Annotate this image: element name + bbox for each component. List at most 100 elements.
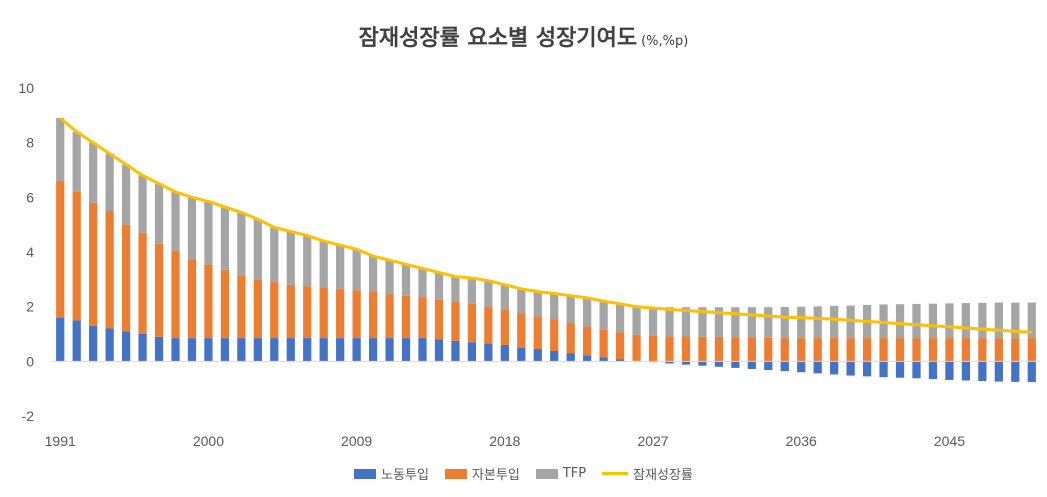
bar-자본투입-2023 bbox=[583, 326, 592, 356]
bar-노동투입-1997 bbox=[154, 336, 164, 362]
bar-자본투입-2026 bbox=[632, 334, 641, 361]
bar-TFP-2043 bbox=[912, 303, 921, 339]
bar-TFP-2031 bbox=[714, 307, 724, 338]
bar-자본투입-2017 bbox=[484, 306, 493, 344]
bar-노동투입-2020 bbox=[533, 349, 542, 362]
bar-노동투입-1992 bbox=[72, 320, 81, 362]
y-tick-label: -2 bbox=[22, 408, 35, 424]
bar-TFP-1999 bbox=[187, 197, 197, 259]
bar-TFP-2010 bbox=[368, 256, 378, 292]
bar-노동투입-2044 bbox=[928, 361, 938, 380]
bar-TFP-1998 bbox=[171, 191, 180, 251]
bar-노동투입-2003 bbox=[253, 338, 262, 362]
bar-자본투입-1999 bbox=[187, 258, 197, 339]
bar-자본투입-2035 bbox=[780, 338, 789, 362]
bar-자본투입-2011 bbox=[385, 294, 394, 339]
bar-자본투입-2009 bbox=[352, 290, 361, 339]
bar-노동투입-2022 bbox=[566, 353, 575, 362]
bar-노동투입-2048 bbox=[994, 361, 1003, 382]
legend-label: TFP bbox=[562, 466, 587, 481]
bar-TFP-2001 bbox=[220, 206, 230, 270]
legend-swatch bbox=[535, 468, 558, 479]
legend-item: 노동투입 bbox=[354, 464, 429, 483]
bar-자본투입-1998 bbox=[171, 250, 180, 339]
bar-노동투입-2050 bbox=[1027, 361, 1036, 383]
bar-노동투입-2032 bbox=[731, 361, 740, 368]
bar-노동투입-2015 bbox=[451, 340, 460, 362]
y-tick-label: 8 bbox=[26, 135, 34, 151]
bar-노동투입-2005 bbox=[286, 338, 295, 362]
bar-노동투입-1991 bbox=[56, 317, 65, 362]
x-tick-label: 2009 bbox=[341, 433, 372, 449]
bar-자본투입-2039 bbox=[846, 338, 855, 362]
bar-TFP-1995 bbox=[121, 164, 131, 225]
bar-TFP-2020 bbox=[533, 291, 542, 317]
bar-자본투입-2047 bbox=[978, 338, 987, 362]
bar-TFP-2050 bbox=[1027, 302, 1036, 339]
bar-노동투입-2029 bbox=[681, 361, 691, 365]
bar-노동투입-1999 bbox=[187, 338, 197, 362]
bar-TFP-2005 bbox=[286, 231, 295, 285]
bar-TFP-2003 bbox=[253, 219, 262, 280]
x-tick-label: 1991 bbox=[45, 433, 76, 449]
x-tick-label: 2018 bbox=[489, 433, 520, 449]
bar-노동투입-2024 bbox=[599, 357, 608, 362]
bar-자본투입-1993 bbox=[89, 202, 98, 326]
bar-TFP-1997 bbox=[154, 183, 164, 244]
bar-노동투입-2012 bbox=[401, 338, 411, 362]
bar-자본투입-2040 bbox=[862, 338, 872, 362]
bar-자본투입-2048 bbox=[994, 338, 1003, 362]
line-series-group bbox=[59, 116, 1032, 334]
bar-TFP-2009 bbox=[352, 249, 361, 291]
legend-label: 자본투입 bbox=[471, 468, 520, 483]
legend-label: 잠재성장률 bbox=[633, 468, 693, 483]
bar-자본투입-2019 bbox=[517, 313, 526, 348]
bar-TFP-2014 bbox=[434, 272, 444, 300]
bar-노동투입-2039 bbox=[846, 361, 855, 376]
bar-TFP-2007 bbox=[319, 241, 328, 288]
bar-TFP-2032 bbox=[731, 307, 740, 338]
bar-자본투입-2044 bbox=[928, 338, 938, 362]
bar-노동투입-2007 bbox=[319, 338, 328, 362]
bar-TFP-2002 bbox=[237, 212, 246, 276]
bar-자본투입-1991 bbox=[56, 180, 65, 318]
bar-노동투입-2035 bbox=[780, 361, 789, 372]
bar-자본투입-2038 bbox=[830, 338, 839, 362]
bar-TFP-2034 bbox=[764, 307, 773, 338]
bar-TFP-1994 bbox=[105, 153, 114, 211]
bar-자본투입-2014 bbox=[434, 299, 444, 340]
bar-자본투입-2043 bbox=[912, 338, 921, 362]
bar-TFP-2048 bbox=[994, 302, 1003, 339]
bar-TFP-2029 bbox=[681, 307, 691, 337]
bar-자본투입-2024 bbox=[599, 329, 608, 358]
bar-자본투입-2029 bbox=[681, 336, 691, 362]
bar-노동투입-2028 bbox=[665, 361, 674, 364]
bar-TFP-2023 bbox=[583, 297, 592, 327]
bar-TFP-2022 bbox=[566, 295, 575, 324]
bar-노동투입-2023 bbox=[583, 355, 592, 362]
bar-자본투입-2007 bbox=[319, 287, 328, 339]
bar-자본투입-2032 bbox=[731, 337, 740, 362]
bar-노동투입-2043 bbox=[912, 361, 921, 379]
bar-TFP-2019 bbox=[517, 288, 526, 314]
bar-자본투입-2022 bbox=[566, 323, 575, 354]
bar-자본투입-2012 bbox=[401, 295, 411, 339]
bar-노동투입-2011 bbox=[385, 338, 394, 362]
bar-노동투입-2033 bbox=[747, 361, 756, 369]
legend: 노동투입 자본투입 TFP 잠재성장률 bbox=[0, 464, 1047, 483]
bar-노동투입-1998 bbox=[171, 338, 180, 362]
bar-자본투입-2021 bbox=[550, 319, 559, 351]
bar-자본투입-2049 bbox=[1011, 338, 1020, 362]
y-tick-label: 10 bbox=[18, 80, 34, 96]
bar-노동투입-2025 bbox=[615, 359, 625, 362]
bar-TFP-2042 bbox=[895, 304, 905, 339]
bar-자본투입-2020 bbox=[533, 316, 542, 350]
legend-swatch bbox=[602, 472, 629, 475]
bar-자본투입-2016 bbox=[467, 303, 477, 343]
bar-노동투입-2021 bbox=[550, 350, 559, 362]
chart-title-unit: (%,%p) bbox=[641, 34, 689, 49]
bar-자본투입-2046 bbox=[961, 338, 971, 362]
bar-노동투입-2019 bbox=[517, 347, 526, 362]
bar-노동투입-1994 bbox=[105, 328, 114, 362]
legend-item: TFP bbox=[535, 464, 587, 483]
